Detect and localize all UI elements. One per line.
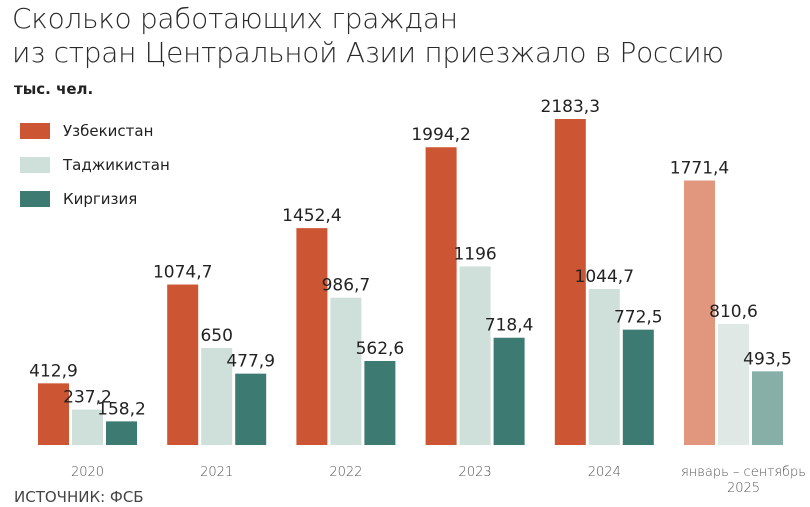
data-label: 1994,2 bbox=[411, 125, 470, 145]
bar bbox=[684, 180, 715, 445]
bar bbox=[201, 347, 233, 445]
data-label: 718,4 bbox=[485, 316, 534, 336]
legend-swatch bbox=[20, 191, 50, 207]
data-label: 412,9 bbox=[29, 361, 78, 381]
legend-item-uzbekistan: Узбекистан bbox=[20, 114, 170, 148]
data-label: 1452,4 bbox=[282, 206, 341, 226]
legend-swatch bbox=[20, 157, 50, 173]
bar bbox=[459, 266, 491, 445]
bar bbox=[718, 323, 749, 445]
bar bbox=[622, 329, 654, 445]
legend: Узбекистан Таджикистан Киргизия bbox=[20, 114, 170, 216]
bar bbox=[588, 289, 620, 445]
bar bbox=[296, 228, 328, 445]
legend-label: Киргизия bbox=[63, 190, 138, 208]
legend-swatch bbox=[20, 123, 50, 139]
chart-title: Сколько работающих граждан из стран Цент… bbox=[12, 2, 724, 70]
data-label: 158,2 bbox=[97, 399, 146, 419]
legend-item-kyrgyzstan: Киргизия bbox=[20, 182, 170, 216]
data-label: 1771,4 bbox=[670, 159, 729, 179]
chart-title-line-1: Сколько работающих граждан bbox=[12, 2, 458, 35]
bar bbox=[235, 373, 267, 445]
data-label: 650 bbox=[200, 326, 232, 346]
data-label: 1074,7 bbox=[153, 263, 212, 283]
data-label: 2183,3 bbox=[541, 97, 600, 117]
x-tick-label: 2020 bbox=[71, 465, 104, 480]
x-tick-label: 2022 bbox=[329, 465, 362, 480]
data-label: 810,6 bbox=[709, 302, 758, 322]
legend-label: Узбекистан bbox=[63, 122, 154, 140]
bar bbox=[330, 297, 362, 445]
data-label: 986,7 bbox=[322, 276, 371, 296]
source-note: ИСТОЧНИК: ФСБ bbox=[14, 488, 144, 506]
x-tick-label: 2021 bbox=[200, 465, 233, 480]
bar bbox=[554, 119, 586, 445]
chart-title-line-2: из стран Центральной Азии приезжало в Ро… bbox=[12, 36, 724, 69]
legend-label: Таджикистан bbox=[63, 156, 170, 174]
bar bbox=[493, 337, 525, 445]
data-label: 562,6 bbox=[356, 339, 405, 359]
bar bbox=[167, 284, 199, 445]
data-label: 493,5 bbox=[743, 349, 792, 369]
bar bbox=[72, 409, 103, 445]
x-tick-label: 2024 bbox=[588, 465, 621, 480]
bar bbox=[752, 371, 783, 445]
data-label: 1196 bbox=[453, 244, 496, 264]
x-tick-label: январь – сентябрь bbox=[681, 465, 806, 480]
bar bbox=[106, 421, 137, 445]
bar bbox=[38, 383, 69, 445]
data-label: 477,9 bbox=[226, 352, 275, 372]
data-label: 772,5 bbox=[614, 308, 663, 328]
x-tick-label: 2023 bbox=[459, 465, 492, 480]
x-tick-label: 2025 bbox=[727, 481, 760, 496]
bar bbox=[364, 360, 396, 445]
legend-item-tajikistan: Таджикистан bbox=[20, 148, 170, 182]
bar bbox=[425, 147, 457, 445]
data-label: 1044,7 bbox=[575, 267, 634, 287]
data-label: 237,2 bbox=[63, 388, 112, 408]
unit-label: тыс. чел. bbox=[14, 80, 94, 98]
